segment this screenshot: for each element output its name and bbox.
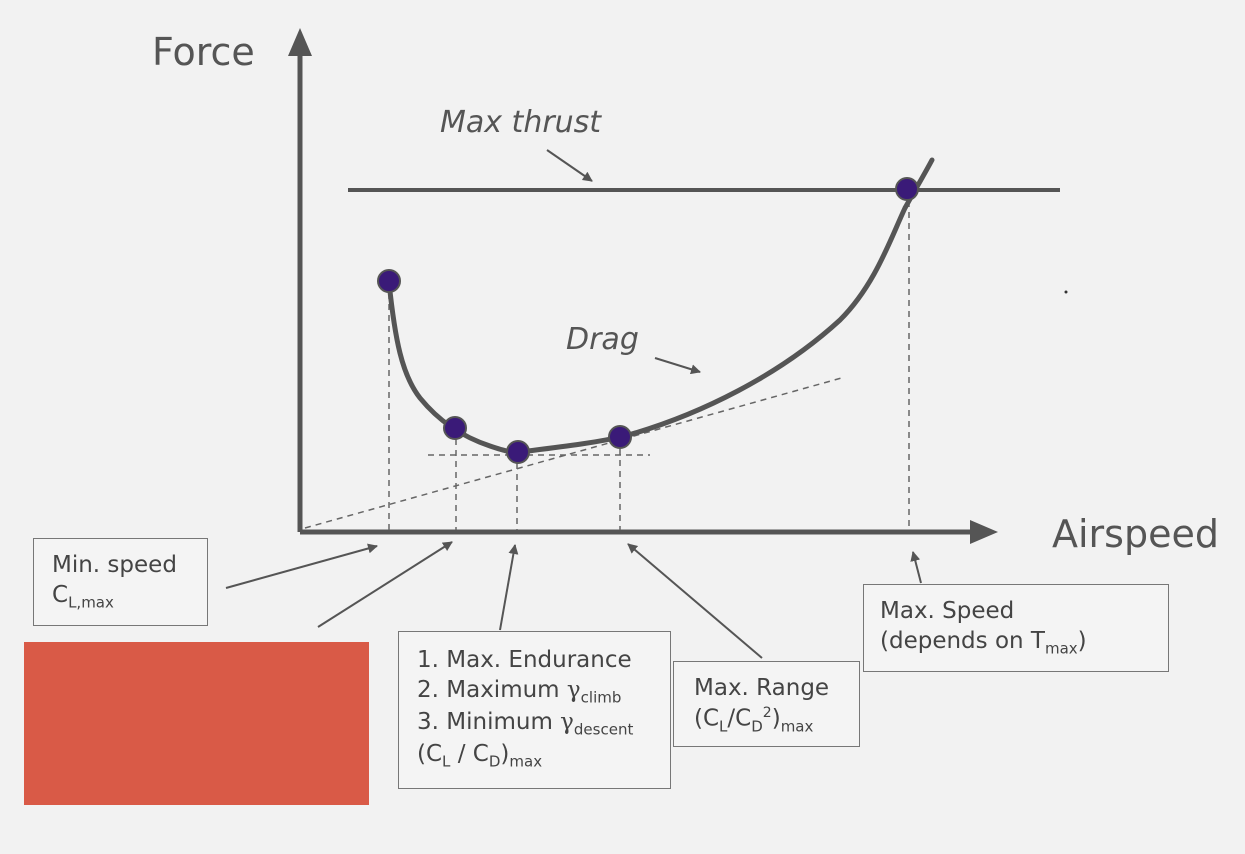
endurance-arrow-a [317, 541, 453, 628]
range-ratio: (CL/CD2)max [694, 704, 814, 736]
point-endurance-a [443, 416, 467, 440]
max-speed-box: Max. Speed (depends on Tmax) [863, 584, 1169, 672]
max-thrust-arrow [546, 149, 593, 182]
y-axis-label: Force [152, 30, 255, 74]
range-box: Max. Range (CL/CD2)max [673, 661, 860, 747]
endurance-item-3: 3. Minimum γdescent [417, 708, 634, 739]
stray-dot [1064, 290, 1068, 294]
min-speed-title: Min. speed [52, 552, 177, 578]
min-speed-arrow [225, 543, 378, 589]
drag-arrow [654, 357, 701, 375]
range-title: Max. Range [694, 675, 830, 701]
x-axis-label: Airspeed [1052, 512, 1219, 556]
point-endurance-b [506, 440, 530, 464]
endurance-arrow-b [499, 544, 519, 631]
y-axis-arrowhead [288, 28, 312, 56]
max-speed-title: Max. Speed [880, 598, 1015, 624]
max-speed-arrow [910, 551, 922, 584]
red-block [24, 642, 369, 805]
max-speed-note: (depends on Tmax) [880, 627, 1087, 658]
range-arrow [627, 543, 763, 659]
point-range [608, 425, 632, 449]
drag-curve [386, 157, 935, 455]
endurance-ratio: (CL / CD)max [417, 741, 543, 771]
min-speed-box: Min. speed CL,max [33, 538, 208, 626]
x-axis-arrowhead [970, 520, 998, 544]
endurance-item-1: 1. Max. Endurance [417, 647, 632, 673]
drag-label: Drag [566, 322, 639, 357]
tangent-line [304, 376, 846, 529]
endurance-item-2: 2. Maximum γclimb [417, 676, 622, 707]
endurance-box: 1. Max. Endurance 2. Maximum γclimb 3. M… [398, 631, 671, 789]
min-speed-cl: CL,max [52, 581, 114, 612]
max-thrust-label: Max thrust [440, 105, 602, 140]
point-max-speed [895, 177, 919, 201]
point-min-speed [377, 269, 401, 293]
